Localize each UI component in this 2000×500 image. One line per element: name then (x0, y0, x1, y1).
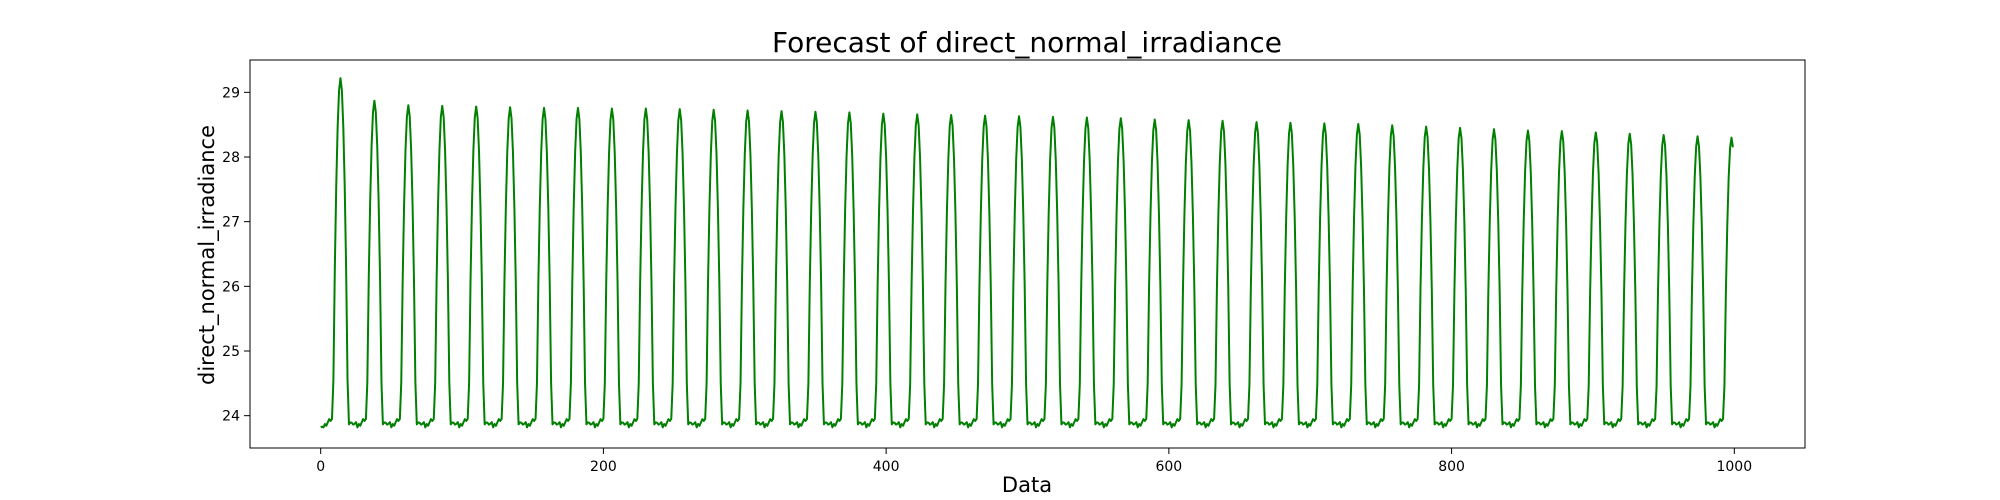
x-tick-label: 600 (1155, 459, 1182, 475)
x-tick-label: 800 (1438, 459, 1465, 475)
x-tick-label: 400 (873, 459, 900, 475)
y-axis-label: direct_normal_irradiance (195, 125, 220, 385)
x-axis-label: Data (1002, 473, 1052, 497)
y-tick-label: 28 (222, 150, 240, 166)
x-axis-ticks: 0 200 400 600 800 1000 (316, 448, 1752, 475)
y-tick-label: 25 (222, 344, 240, 360)
x-tick-label: 200 (590, 459, 617, 475)
x-tick-label: 1000 (1716, 459, 1752, 475)
y-tick-label: 29 (222, 85, 240, 101)
series-line (320, 77, 1734, 429)
y-tick-label: 24 (222, 409, 240, 425)
y-axis-ticks: 24 25 26 27 28 29 (222, 85, 250, 425)
y-tick-label: 26 (222, 279, 240, 295)
plot-frame (249, 59, 1806, 449)
y-tick-label: 27 (222, 215, 240, 231)
x-tick-label: 0 (316, 459, 325, 475)
chart-title: Forecast of direct_normal_irradiance (772, 26, 1282, 59)
